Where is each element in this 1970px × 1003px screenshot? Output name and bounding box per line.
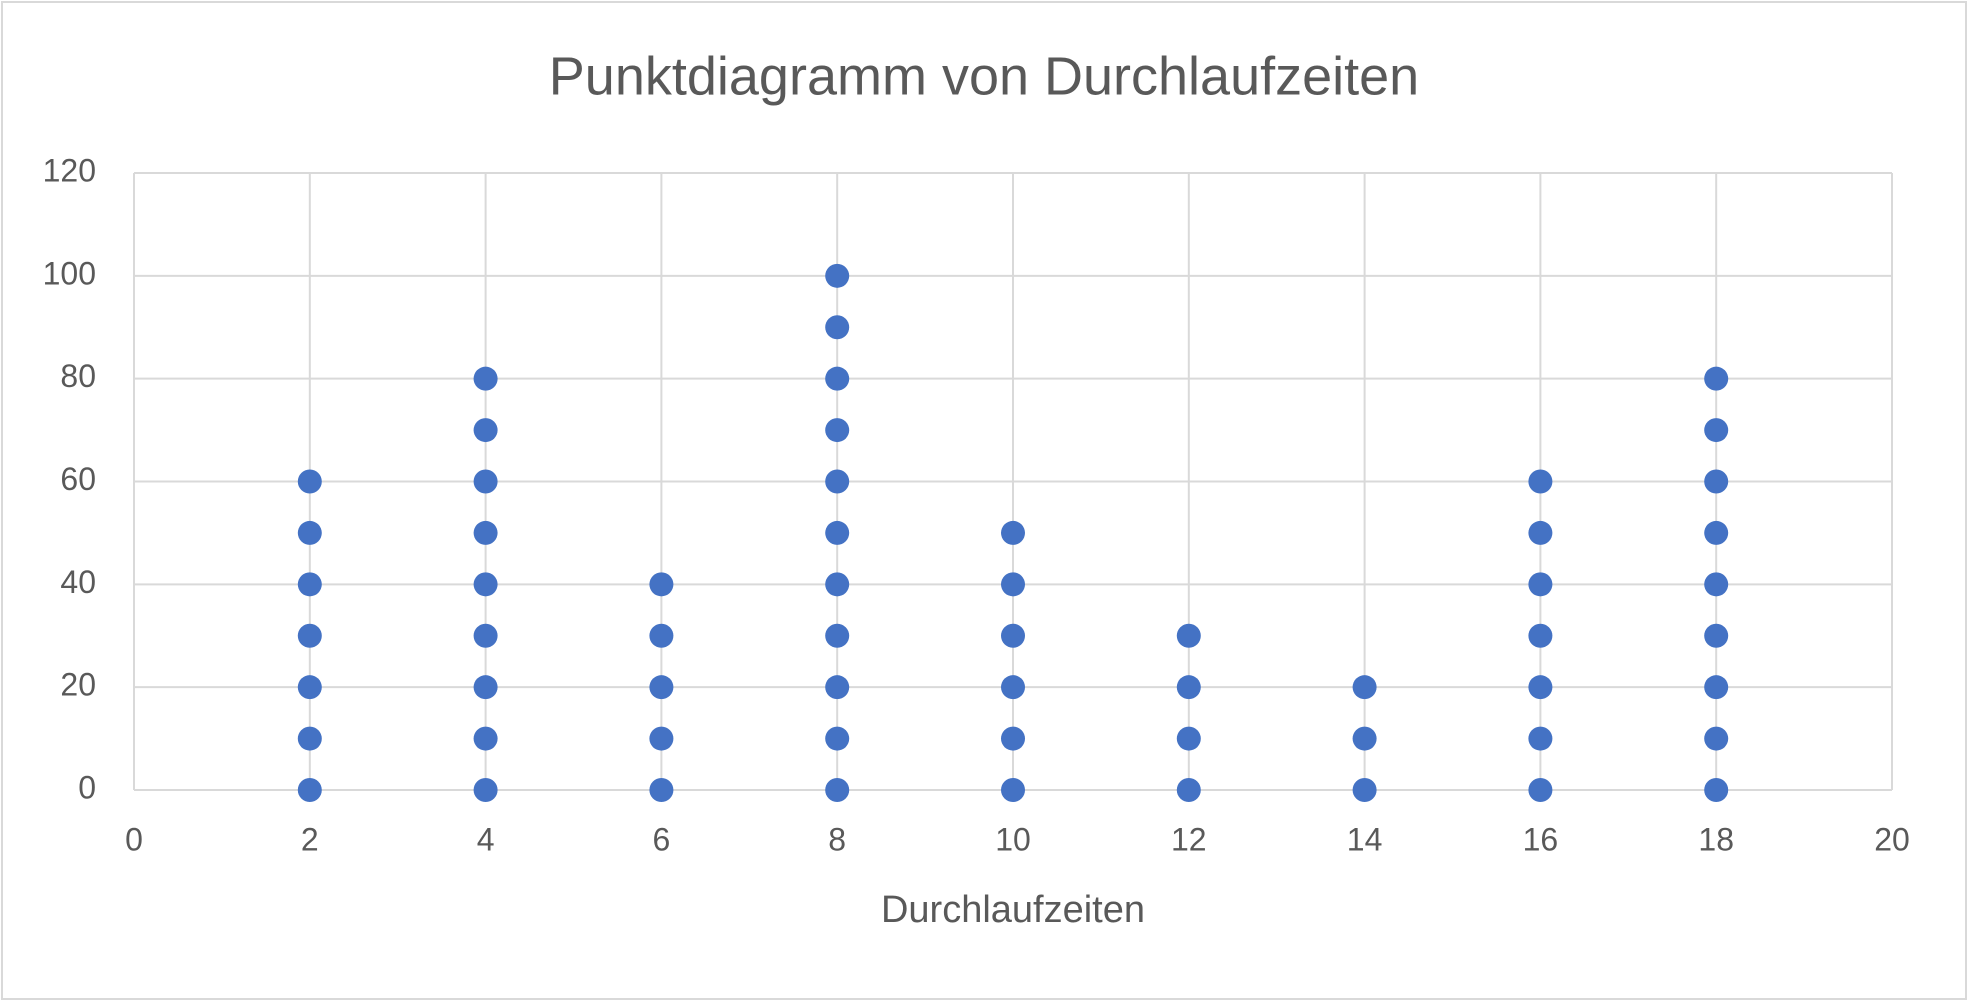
- point: [473, 572, 498, 597]
- point: [1001, 726, 1025, 751]
- point: [1528, 469, 1553, 494]
- point: [649, 572, 674, 597]
- point: [1528, 520, 1553, 545]
- point: [297, 520, 322, 545]
- chart-title: Punktdiagramm von Durchlaufzeiten: [549, 46, 1419, 106]
- point: [1704, 520, 1729, 545]
- point: [1704, 366, 1729, 391]
- y-tick-label: 20: [60, 667, 96, 703]
- point: [1176, 778, 1201, 802]
- y-tick-label: 40: [60, 564, 96, 600]
- point: [1704, 418, 1729, 443]
- x-tick-label: 0: [125, 821, 143, 857]
- point: [1176, 726, 1201, 751]
- point: [1001, 675, 1025, 700]
- point: [649, 726, 674, 751]
- point: [1001, 520, 1025, 545]
- point: [1001, 623, 1025, 648]
- x-tick-label: 18: [1698, 821, 1734, 857]
- point: [297, 623, 322, 648]
- point: [825, 726, 850, 751]
- y-tick-label: 60: [60, 461, 96, 497]
- point: [1704, 572, 1729, 597]
- point: [825, 675, 850, 700]
- point: [825, 418, 850, 443]
- point: [825, 315, 850, 340]
- x-tick-label: 2: [301, 821, 319, 857]
- point: [297, 778, 322, 802]
- point: [473, 418, 498, 443]
- point: [649, 778, 674, 802]
- point: [825, 623, 850, 648]
- point: [825, 572, 850, 597]
- x-tick-label: 4: [477, 821, 495, 857]
- point: [297, 572, 322, 597]
- point: [473, 469, 498, 494]
- point: [649, 623, 674, 648]
- point: [825, 778, 850, 802]
- point: [473, 623, 498, 648]
- point: [825, 263, 850, 288]
- y-tick-label: 80: [60, 358, 96, 394]
- point: [473, 726, 498, 751]
- point: [1352, 726, 1377, 751]
- x-tick-label: 16: [1523, 821, 1559, 857]
- point: [1528, 623, 1553, 648]
- y-tick-label: 0: [78, 769, 96, 805]
- point: [473, 675, 498, 700]
- point: [649, 675, 674, 700]
- x-tick-label: 20: [1874, 821, 1910, 857]
- x-tick-label: 14: [1347, 821, 1383, 857]
- point: [825, 366, 850, 391]
- point: [1528, 726, 1553, 751]
- point: [1704, 623, 1729, 648]
- point: [1704, 778, 1729, 802]
- point: [1528, 675, 1553, 700]
- point: [473, 778, 498, 802]
- point: [1001, 572, 1025, 597]
- point: [825, 520, 850, 545]
- point: [1352, 675, 1377, 700]
- x-tick-label: 10: [995, 821, 1031, 857]
- x-tick-label: 8: [828, 821, 846, 857]
- point: [1528, 778, 1553, 802]
- point: [1001, 778, 1025, 802]
- point: [1176, 623, 1201, 648]
- point: [1528, 572, 1553, 597]
- point: [825, 469, 850, 494]
- point: [1704, 726, 1729, 751]
- x-axis-label: Durchlaufzeiten: [881, 889, 1145, 931]
- point: [1704, 675, 1729, 700]
- y-tick-label: 120: [43, 152, 96, 188]
- point: [1176, 675, 1201, 700]
- point: [297, 469, 322, 494]
- point: [473, 366, 498, 391]
- x-tick-label: 12: [1171, 821, 1207, 857]
- y-tick-label: 100: [43, 255, 96, 291]
- point: [473, 520, 498, 545]
- point: [1352, 778, 1377, 802]
- point: [297, 675, 322, 700]
- point: [297, 726, 322, 751]
- x-tick-label: 6: [653, 821, 671, 857]
- point: [1704, 469, 1729, 494]
